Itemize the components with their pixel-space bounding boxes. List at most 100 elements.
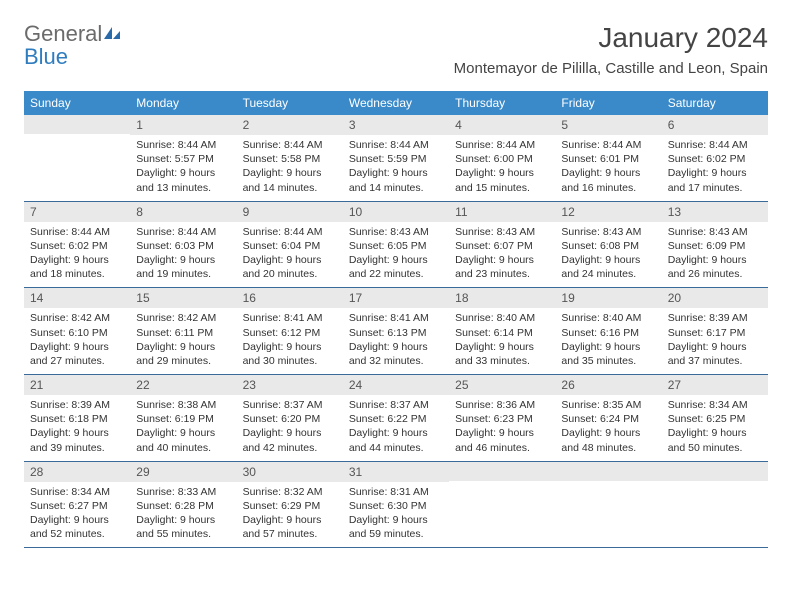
day-number: 24 <box>343 375 449 395</box>
day-details: Sunrise: 8:44 AMSunset: 5:58 PMDaylight:… <box>237 135 343 201</box>
daylight-text: Daylight: 9 hours and 32 minutes. <box>349 340 443 368</box>
sunset-text: Sunset: 6:13 PM <box>349 326 443 340</box>
day-details: Sunrise: 8:41 AMSunset: 6:13 PMDaylight:… <box>343 308 449 374</box>
daylight-text: Daylight: 9 hours and 14 minutes. <box>349 166 443 194</box>
sunset-text: Sunset: 6:07 PM <box>455 239 549 253</box>
day-cell: 6Sunrise: 8:44 AMSunset: 6:02 PMDaylight… <box>662 115 768 201</box>
daylight-text: Daylight: 9 hours and 20 minutes. <box>243 253 337 281</box>
day-details: Sunrise: 8:39 AMSunset: 6:18 PMDaylight:… <box>24 395 130 461</box>
week-row: 7Sunrise: 8:44 AMSunset: 6:02 PMDaylight… <box>24 202 768 289</box>
day-number <box>24 115 130 134</box>
sunrise-text: Sunrise: 8:42 AM <box>30 311 124 325</box>
daylight-text: Daylight: 9 hours and 33 minutes. <box>455 340 549 368</box>
day-details: Sunrise: 8:44 AMSunset: 6:00 PMDaylight:… <box>449 135 555 201</box>
sunset-text: Sunset: 6:25 PM <box>668 412 762 426</box>
day-cell: 18Sunrise: 8:40 AMSunset: 6:14 PMDayligh… <box>449 288 555 374</box>
logo-word-general: General <box>24 21 102 46</box>
day-number: 10 <box>343 202 449 222</box>
day-number: 23 <box>237 375 343 395</box>
day-details: Sunrise: 8:39 AMSunset: 6:17 PMDaylight:… <box>662 308 768 374</box>
day-cell: 30Sunrise: 8:32 AMSunset: 6:29 PMDayligh… <box>237 462 343 548</box>
daylight-text: Daylight: 9 hours and 30 minutes. <box>243 340 337 368</box>
sunset-text: Sunset: 6:12 PM <box>243 326 337 340</box>
logo: General Blue <box>24 22 122 68</box>
day-number: 9 <box>237 202 343 222</box>
sunset-text: Sunset: 6:09 PM <box>668 239 762 253</box>
day-number: 14 <box>24 288 130 308</box>
calendar: Sunday Monday Tuesday Wednesday Thursday… <box>24 91 768 548</box>
sunset-text: Sunset: 6:28 PM <box>136 499 230 513</box>
sunrise-text: Sunrise: 8:44 AM <box>136 225 230 239</box>
sunrise-text: Sunrise: 8:39 AM <box>668 311 762 325</box>
daylight-text: Daylight: 9 hours and 39 minutes. <box>30 426 124 454</box>
day-number: 22 <box>130 375 236 395</box>
day-cell: 16Sunrise: 8:41 AMSunset: 6:12 PMDayligh… <box>237 288 343 374</box>
sunset-text: Sunset: 6:30 PM <box>349 499 443 513</box>
day-details: Sunrise: 8:34 AMSunset: 6:27 PMDaylight:… <box>24 482 130 548</box>
day-number: 25 <box>449 375 555 395</box>
day-details: Sunrise: 8:33 AMSunset: 6:28 PMDaylight:… <box>130 482 236 548</box>
sail-icon <box>102 21 122 46</box>
day-cell <box>555 462 661 548</box>
daylight-text: Daylight: 9 hours and 24 minutes. <box>561 253 655 281</box>
day-cell <box>24 115 130 201</box>
day-cell: 11Sunrise: 8:43 AMSunset: 6:07 PMDayligh… <box>449 202 555 288</box>
sunrise-text: Sunrise: 8:40 AM <box>455 311 549 325</box>
day-cell: 13Sunrise: 8:43 AMSunset: 6:09 PMDayligh… <box>662 202 768 288</box>
weekday-header: Wednesday <box>343 91 449 115</box>
day-number: 18 <box>449 288 555 308</box>
week-row: 14Sunrise: 8:42 AMSunset: 6:10 PMDayligh… <box>24 288 768 375</box>
day-cell: 24Sunrise: 8:37 AMSunset: 6:22 PMDayligh… <box>343 375 449 461</box>
day-cell: 9Sunrise: 8:44 AMSunset: 6:04 PMDaylight… <box>237 202 343 288</box>
daylight-text: Daylight: 9 hours and 42 minutes. <box>243 426 337 454</box>
sunset-text: Sunset: 6:20 PM <box>243 412 337 426</box>
sunrise-text: Sunrise: 8:41 AM <box>243 311 337 325</box>
daylight-text: Daylight: 9 hours and 29 minutes. <box>136 340 230 368</box>
sunset-text: Sunset: 6:17 PM <box>668 326 762 340</box>
day-cell: 8Sunrise: 8:44 AMSunset: 6:03 PMDaylight… <box>130 202 236 288</box>
day-number: 2 <box>237 115 343 135</box>
day-number: 8 <box>130 202 236 222</box>
sunrise-text: Sunrise: 8:31 AM <box>349 485 443 499</box>
day-cell: 4Sunrise: 8:44 AMSunset: 6:00 PMDaylight… <box>449 115 555 201</box>
day-details: Sunrise: 8:43 AMSunset: 6:08 PMDaylight:… <box>555 222 661 288</box>
day-cell: 29Sunrise: 8:33 AMSunset: 6:28 PMDayligh… <box>130 462 236 548</box>
daylight-text: Daylight: 9 hours and 19 minutes. <box>136 253 230 281</box>
sunset-text: Sunset: 5:59 PM <box>349 152 443 166</box>
daylight-text: Daylight: 9 hours and 17 minutes. <box>668 166 762 194</box>
day-number: 27 <box>662 375 768 395</box>
location-subtitle: Montemayor de Pililla, Castille and Leon… <box>454 60 768 77</box>
day-number <box>662 462 768 481</box>
sunset-text: Sunset: 5:57 PM <box>136 152 230 166</box>
sunrise-text: Sunrise: 8:44 AM <box>668 138 762 152</box>
daylight-text: Daylight: 9 hours and 57 minutes. <box>243 513 337 541</box>
day-details: Sunrise: 8:44 AMSunset: 6:03 PMDaylight:… <box>130 222 236 288</box>
sunset-text: Sunset: 6:29 PM <box>243 499 337 513</box>
daylight-text: Daylight: 9 hours and 18 minutes. <box>30 253 124 281</box>
daylight-text: Daylight: 9 hours and 37 minutes. <box>668 340 762 368</box>
day-number: 4 <box>449 115 555 135</box>
day-number: 5 <box>555 115 661 135</box>
daylight-text: Daylight: 9 hours and 22 minutes. <box>349 253 443 281</box>
weekday-header: Sunday <box>24 91 130 115</box>
day-cell <box>449 462 555 548</box>
day-number: 19 <box>555 288 661 308</box>
sunset-text: Sunset: 6:00 PM <box>455 152 549 166</box>
week-row: 28Sunrise: 8:34 AMSunset: 6:27 PMDayligh… <box>24 462 768 549</box>
day-details: Sunrise: 8:42 AMSunset: 6:11 PMDaylight:… <box>130 308 236 374</box>
sunset-text: Sunset: 6:23 PM <box>455 412 549 426</box>
day-details: Sunrise: 8:43 AMSunset: 6:07 PMDaylight:… <box>449 222 555 288</box>
daylight-text: Daylight: 9 hours and 48 minutes. <box>561 426 655 454</box>
day-details: Sunrise: 8:35 AMSunset: 6:24 PMDaylight:… <box>555 395 661 461</box>
day-cell: 10Sunrise: 8:43 AMSunset: 6:05 PMDayligh… <box>343 202 449 288</box>
day-details: Sunrise: 8:37 AMSunset: 6:20 PMDaylight:… <box>237 395 343 461</box>
day-details: Sunrise: 8:44 AMSunset: 6:04 PMDaylight:… <box>237 222 343 288</box>
day-details: Sunrise: 8:40 AMSunset: 6:16 PMDaylight:… <box>555 308 661 374</box>
sunrise-text: Sunrise: 8:32 AM <box>243 485 337 499</box>
sunrise-text: Sunrise: 8:44 AM <box>561 138 655 152</box>
sunset-text: Sunset: 6:24 PM <box>561 412 655 426</box>
sunrise-text: Sunrise: 8:43 AM <box>668 225 762 239</box>
weekday-header: Thursday <box>449 91 555 115</box>
sunrise-text: Sunrise: 8:44 AM <box>243 225 337 239</box>
day-cell: 3Sunrise: 8:44 AMSunset: 5:59 PMDaylight… <box>343 115 449 201</box>
